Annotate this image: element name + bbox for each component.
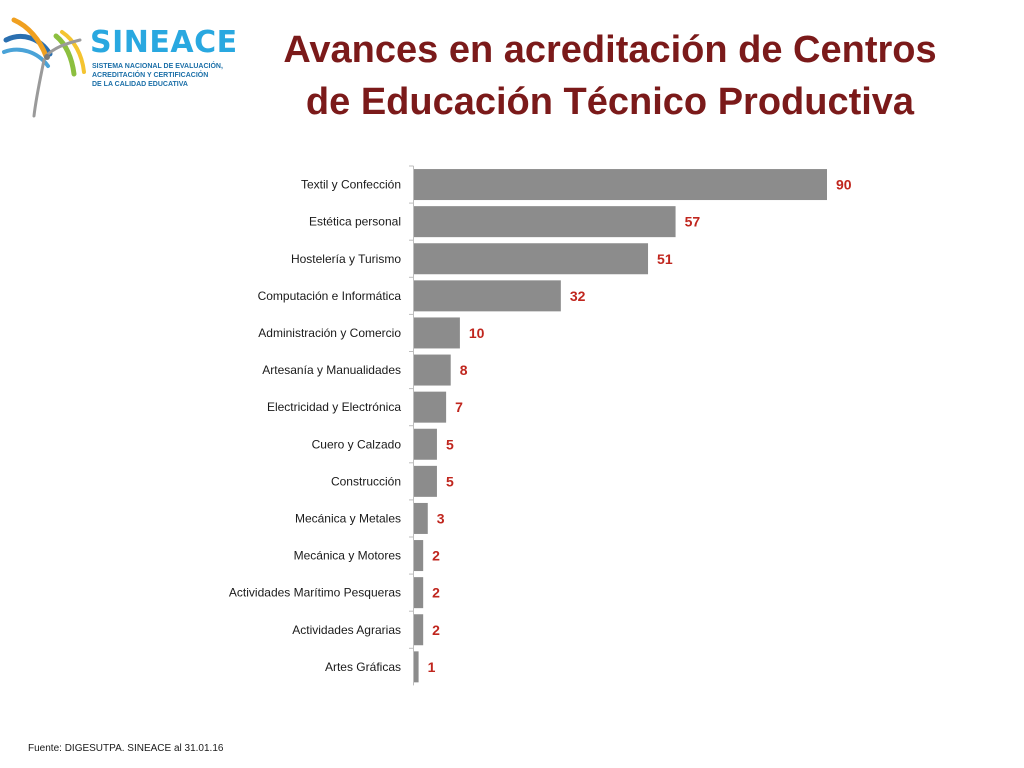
category-label: Hostelería y Turismo: [291, 252, 401, 266]
bar: [414, 651, 419, 683]
bar: [414, 243, 649, 275]
value-label: 10: [469, 325, 485, 341]
category-label: Cuero y Calzado: [312, 437, 402, 451]
bar: [414, 614, 424, 646]
bar: [414, 465, 437, 497]
value-label: 90: [836, 177, 852, 193]
bar: [414, 391, 447, 423]
value-label: 5: [446, 473, 454, 489]
value-label: 5: [446, 436, 454, 452]
bar-chart: Textil y Confección Estética personal Host…: [229, 165, 852, 686]
sineace-logo: SINEACE SISTEMA NACIONAL DE EVALUACIÓN, …: [0, 10, 250, 120]
logo-subtitle-line: DE LA CALIDAD EDUCATIVA: [92, 81, 188, 88]
bar: [414, 280, 561, 312]
logo-subtitle-line: SISTEMA NACIONAL DE EVALUACIÓN,: [92, 63, 223, 70]
category-label: Estética personal: [309, 215, 401, 229]
bar: [414, 169, 827, 201]
bar: [414, 502, 428, 534]
value-label: 2: [432, 585, 440, 601]
slide-title-line: Avances en acreditación de Centros: [283, 29, 937, 71]
bar: [414, 577, 424, 609]
logo-subtitle: SISTEMA NACIONAL DE EVALUACIÓN, ACREDITA…: [92, 62, 242, 89]
value-label: 3: [437, 510, 445, 526]
bar: [414, 317, 460, 349]
slide-title-line: de Educación Técnico Productiva: [305, 81, 915, 123]
bar: [414, 540, 424, 572]
source-note: Fuente: DIGESUTPA. SINEACE al 31.01.16: [28, 743, 224, 754]
category-label: Artes Gráficas: [325, 660, 401, 674]
bar: [414, 206, 676, 238]
bar: [414, 354, 451, 386]
category-label: Actividades Agrarias: [292, 623, 401, 637]
slide-title: Avances en acreditación de Centros de Ed…: [255, 24, 965, 128]
category-label: Artesanía y Manualidades: [262, 363, 401, 377]
value-label: 2: [432, 622, 440, 638]
value-label: 32: [570, 288, 586, 304]
logo-wordmark: SINEACE: [90, 25, 238, 60]
category-label: Textil y Confección: [301, 178, 401, 192]
category-label: Mecánica y Motores: [294, 549, 401, 563]
category-label: Construcción: [331, 474, 401, 488]
category-label: Computación e Informática: [258, 289, 402, 303]
value-label: 57: [685, 214, 701, 230]
logo-subtitle-line: ACREDITACIÓN Y CERTIFICACIÓN: [92, 72, 209, 79]
hummingbird-logo-icon: [2, 17, 86, 118]
category-label: Mecánica y Metales: [295, 511, 401, 525]
category-labels: Textil y Confección Estética personal Host…: [229, 178, 401, 674]
category-label: Electricidad y Electrónica: [267, 400, 401, 414]
category-label: Administración y Comercio: [258, 326, 401, 340]
value-label: 7: [455, 399, 463, 415]
bar: [414, 428, 437, 460]
category-label: Actividades Marítimo Pesqueras: [229, 586, 401, 600]
value-label: 1: [428, 659, 436, 675]
value-label: 2: [432, 548, 440, 564]
value-label: 51: [657, 251, 673, 267]
bar-group: [409, 165, 827, 683]
value-label: 8: [460, 362, 468, 378]
